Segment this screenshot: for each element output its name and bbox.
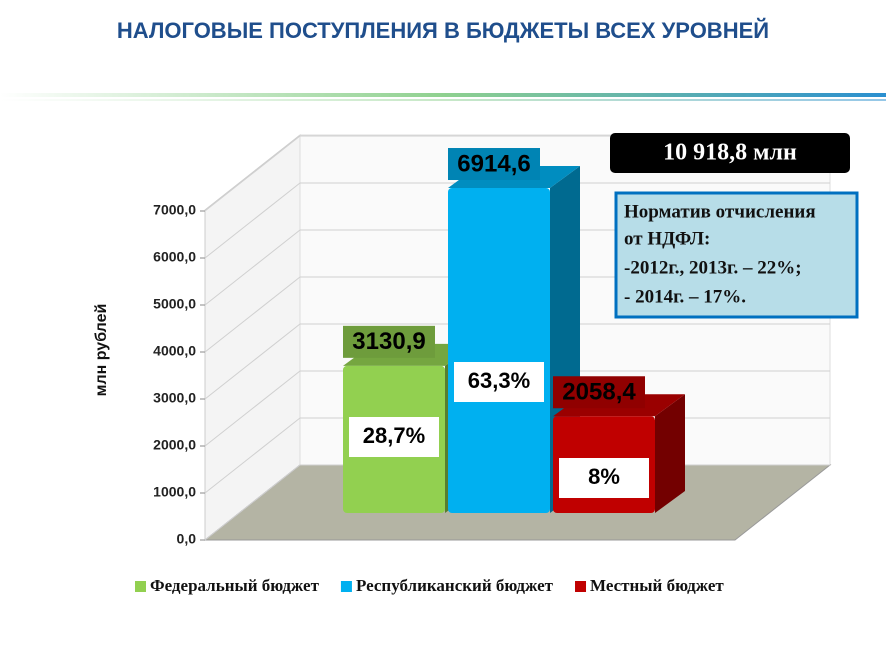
note-line: от НДФЛ: <box>624 228 710 249</box>
y-tick-label: 7000,0 <box>153 202 196 218</box>
bar-side <box>655 394 685 513</box>
y-tick-label: 6000,0 <box>153 249 196 265</box>
legend-label: Республиканский бюджет <box>356 576 554 595</box>
y-tick-label: 4000,0 <box>153 343 196 359</box>
total-box <box>610 133 850 173</box>
note-line: -2012г., 2013г. – 22%; <box>624 257 802 278</box>
legend-swatch <box>340 581 352 592</box>
share-box <box>349 417 439 457</box>
legend-swatch <box>575 581 587 592</box>
value-label: 3130,9 <box>352 328 425 355</box>
note-line: Норматив отчисления <box>624 201 816 222</box>
y-tick-label: 3000,0 <box>153 390 196 406</box>
title-rule <box>0 99 886 101</box>
share-box <box>454 362 544 402</box>
note-line: - 2014г. – 17%. <box>624 286 746 307</box>
value-label-box <box>553 376 645 409</box>
y-tick-label: 2000,0 <box>153 437 196 453</box>
y-tick-label: 1000,0 <box>153 484 196 500</box>
share-box <box>559 458 649 498</box>
legend-label: Местный бюджет <box>590 576 724 595</box>
grid-line <box>204 182 830 259</box>
legend-label: Федеральный бюджет <box>150 576 320 595</box>
value-label-box <box>343 325 435 358</box>
value-label-box <box>448 148 540 181</box>
grid-line <box>204 323 830 400</box>
share-label: 63,3% <box>468 368 530 393</box>
title-rule <box>0 93 886 97</box>
grid-line <box>204 370 830 447</box>
note-box <box>614 191 859 319</box>
y-tick-label: 5000,0 <box>153 296 196 312</box>
share-label: 28,7% <box>363 423 425 448</box>
y-axis-label: млн рублей <box>93 304 110 397</box>
chart-title: НАЛОГОВЫЕ ПОСТУПЛЕНИЯ В БЮДЖЕТЫ ВСЕХ УРО… <box>117 18 769 43</box>
share-label: 8% <box>588 464 620 489</box>
bar <box>448 188 550 513</box>
total-label: 10 918,8 млн <box>663 140 797 166</box>
value-label: 6914,6 <box>457 150 530 177</box>
y-tick-label: 0,0 <box>177 531 197 547</box>
legend-swatch <box>135 581 146 592</box>
value-label: 2058,4 <box>562 379 636 406</box>
